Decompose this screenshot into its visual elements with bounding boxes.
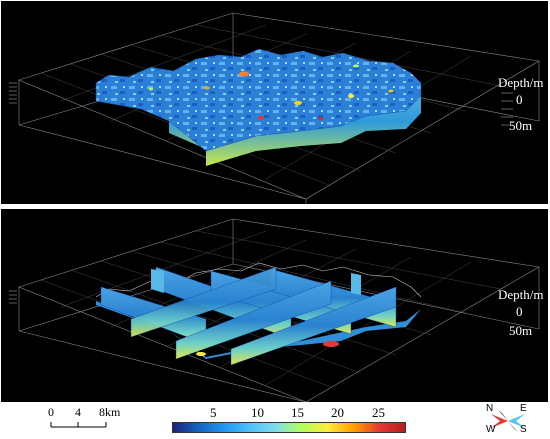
bottom-depth-fifty: 50m bbox=[509, 323, 533, 338]
bottom-depth-title: Depth/m bbox=[498, 287, 544, 302]
colorbar-tick-20: 20 bbox=[331, 405, 344, 420]
compass-e: E bbox=[520, 403, 527, 414]
top-panel-3d-block: Depth/m 0 50m bbox=[1, 1, 548, 204]
top-depth-title: Depth/m bbox=[498, 75, 544, 90]
colorbar bbox=[172, 422, 406, 433]
top-panel-graphic bbox=[9, 12, 540, 204]
compass-w: W bbox=[486, 424, 496, 435]
bottom-panel-fence-diagram: Depth/m 0 50m bbox=[1, 209, 548, 402]
top-depth-zero: 0 bbox=[516, 92, 523, 107]
compass-n: N bbox=[486, 403, 494, 414]
scale-bar bbox=[50, 419, 107, 428]
top-left-ruler bbox=[9, 82, 17, 104]
bottom-slices bbox=[100, 266, 397, 366]
bottom-left-ruler bbox=[9, 290, 17, 304]
top-hotspots bbox=[149, 64, 394, 121]
colorbar-title: Es bbox=[362, 380, 377, 395]
top-block-surface bbox=[95, 48, 422, 152]
colorbar-tick-25: 25 bbox=[372, 405, 385, 420]
colorbar-tick-5: 5 bbox=[210, 405, 217, 420]
legend-area: 0 4 8km Es 5 10 15 20 25 N E W S bbox=[0, 380, 550, 439]
compass-icon bbox=[491, 410, 525, 432]
bottom-depth-zero: 0 bbox=[516, 304, 523, 319]
colorbar-tick-15: 15 bbox=[291, 405, 304, 420]
bottom-panel-graphic bbox=[9, 218, 540, 402]
scale-label-4: 4 bbox=[75, 405, 81, 419]
compass-s: S bbox=[520, 424, 527, 435]
colorbar-tick-10: 10 bbox=[251, 405, 264, 420]
scale-label-8km: 8km bbox=[99, 405, 121, 419]
scale-label-0: 0 bbox=[48, 405, 54, 419]
top-depth-fifty: 50m bbox=[509, 118, 533, 133]
top-right-ruler bbox=[501, 92, 513, 126]
scale-bar-graphic bbox=[50, 422, 107, 428]
bottom-area-outline bbox=[95, 262, 422, 298]
top-block-sidewall bbox=[96, 86, 421, 166]
